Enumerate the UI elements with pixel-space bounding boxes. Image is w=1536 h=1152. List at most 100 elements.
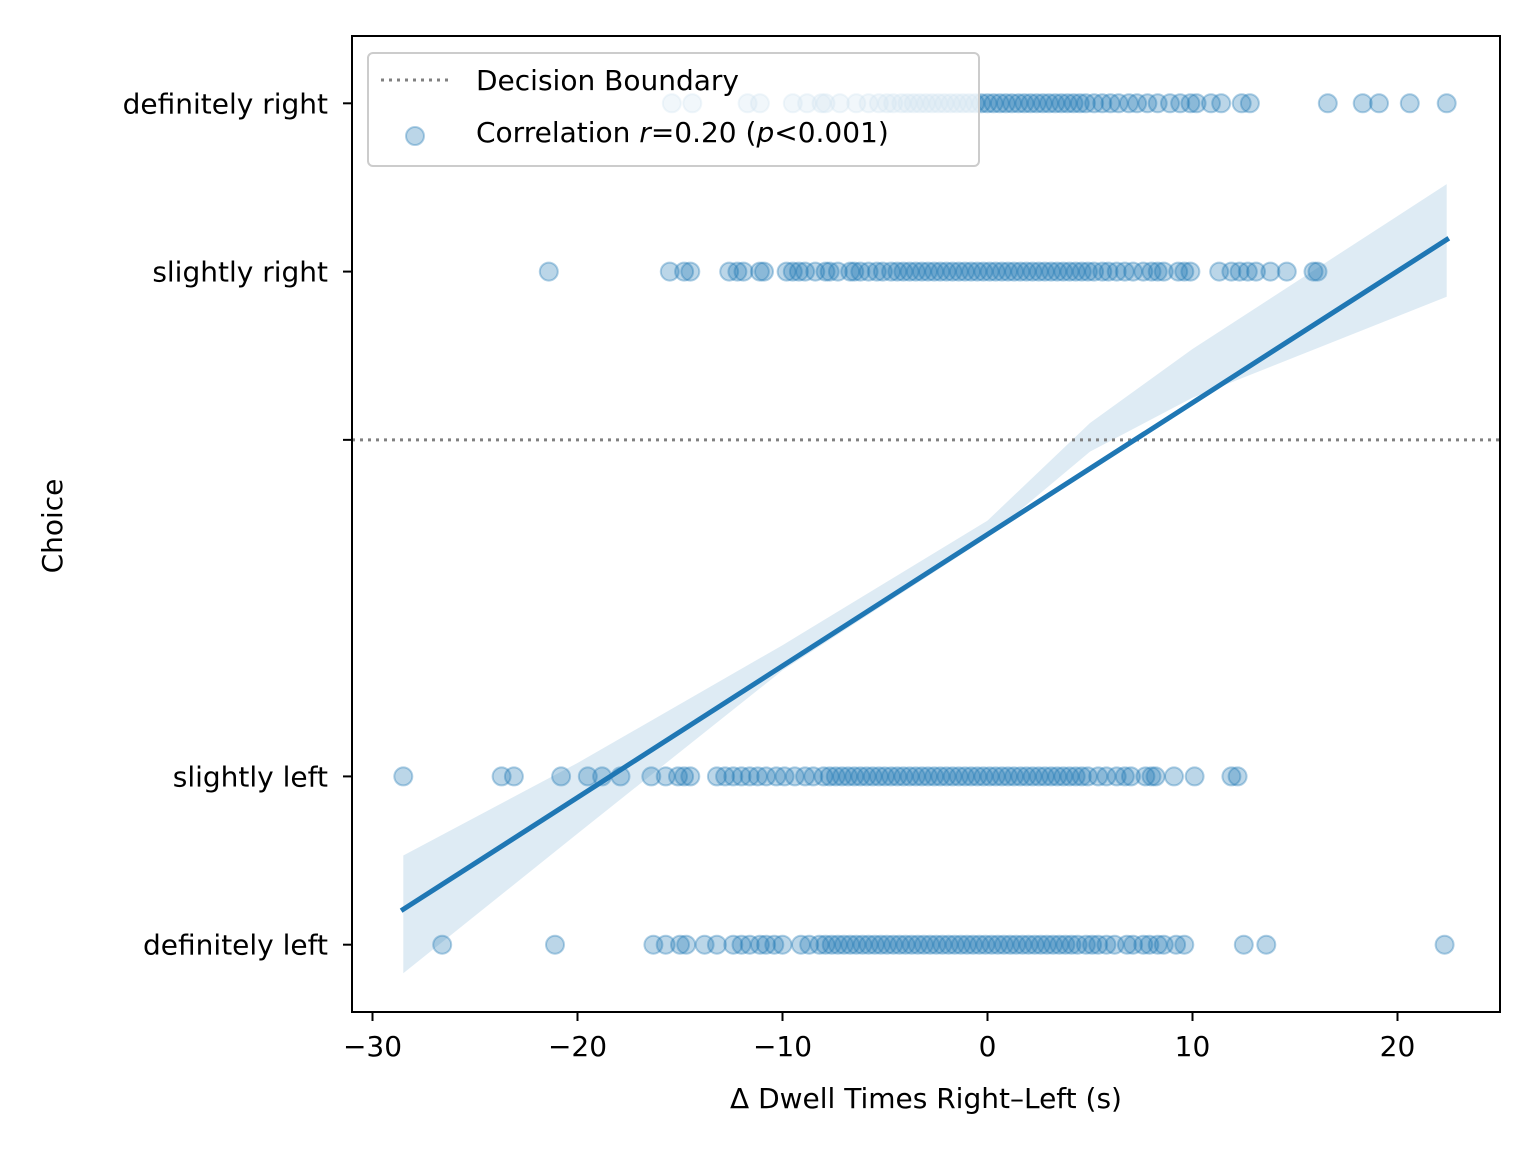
scatter-point [957,934,977,955]
scatter-point [872,261,893,282]
scatter-point [1170,93,1191,114]
scatter-point [936,261,957,282]
scatter-point [866,261,887,282]
scatter-point [1053,261,1074,282]
scatter-point [1303,261,1324,282]
scatter-point [766,766,787,787]
scatter-point [819,766,840,787]
scatter-point [981,934,1002,955]
legend-marker-swatch [405,126,425,146]
scatter-point [1246,261,1266,282]
scatter-point [782,261,803,282]
scatter-point [998,261,1018,282]
scatter-point [747,766,768,787]
scatter-point [825,766,846,787]
y-tick-label: slightly left [173,760,328,793]
scatter-point [670,934,690,955]
scatter-point [850,766,871,787]
scatter-point [432,934,453,955]
scatter-point [1147,261,1168,282]
scatter-point [1153,934,1174,955]
legend-boundary-label: Decision Boundary [476,64,739,97]
scatter-point [858,934,879,955]
scatter-point [1260,261,1281,282]
scatter-point [774,766,795,787]
scatter-point [1147,934,1168,955]
scatter-point [819,261,840,282]
scatter-point [1026,93,1047,114]
scatter-point [795,261,816,282]
scatter-point [938,934,959,955]
scatter-point [749,934,770,955]
scatter-point [1141,766,1162,787]
scatter-point [643,934,664,955]
scatter-point [1184,766,1205,787]
scatter-point [727,261,748,282]
scatter-point [655,934,676,955]
scatter-point [1069,93,1090,114]
scatter-point [864,934,885,955]
scatter-point [1229,261,1250,282]
scatter-point [911,261,932,282]
scatter-point [803,766,824,787]
scatter-point [1057,93,1078,114]
scatter-point [1239,93,1260,114]
scatter-point [1063,93,1084,114]
scatter-point [1221,261,1242,282]
scatter-point [887,766,908,787]
scatter-point [1100,93,1121,114]
scatter-point [655,766,676,787]
x-tick-label: 10 [1175,1030,1211,1063]
scatter-point [784,766,805,787]
y-tick-label: slightly right [152,256,328,289]
x-axis-label: Δ Dwell Times Right–Left (s) [730,1082,1122,1115]
scatter-point [1082,934,1103,955]
scatter-point [1174,261,1195,282]
legend-correlation-label: Correlation r=0.20 (p<0.001) [476,116,889,149]
scatter-point [979,261,1000,282]
scatter-point [1369,93,1389,114]
scatter-point [1039,93,1059,114]
scatter-point [998,766,1018,787]
scatter-point [1006,934,1027,955]
legend-correlation-p: p [755,116,774,149]
scatter-point [840,934,861,955]
scatter-point [674,261,695,282]
scatter-point [926,934,947,955]
scatter-point [715,766,736,787]
scatter-point [1034,766,1055,787]
scatter-point [815,934,836,955]
scatter-point [1092,93,1113,114]
scatter-point [739,766,760,787]
scatter-point [883,934,904,955]
scatter-point [538,261,559,282]
scatter-point [827,261,848,282]
scatter-point [1055,934,1076,955]
scatter-point [776,261,797,282]
scatter-point [979,766,1000,787]
scatter-point [1221,766,1242,787]
scatter-point [905,261,926,282]
scatter-point [967,766,988,787]
scatter-point [1041,261,1062,282]
scatter-point [985,766,1006,787]
scatter-point [1010,261,1031,282]
scatter-point [930,766,951,787]
scatter-point [1211,93,1232,114]
scatter-point [1180,261,1201,282]
scatter-point [1256,934,1277,955]
scatter-point [1024,934,1045,955]
scatter-point [899,766,920,787]
scatter-point [1051,93,1072,114]
scatter-point [991,261,1012,282]
scatter-point [899,261,920,282]
scatter-point [1434,934,1455,955]
scatter-point [1114,766,1135,787]
scatter-point [834,934,854,955]
scatter-point [1045,93,1066,114]
legend-correlation-mid: =0.20 ( [651,116,757,149]
scatter-point [918,766,938,787]
scatter-point [936,766,957,787]
scatter-point [1317,93,1338,114]
scatter-point [887,261,908,282]
